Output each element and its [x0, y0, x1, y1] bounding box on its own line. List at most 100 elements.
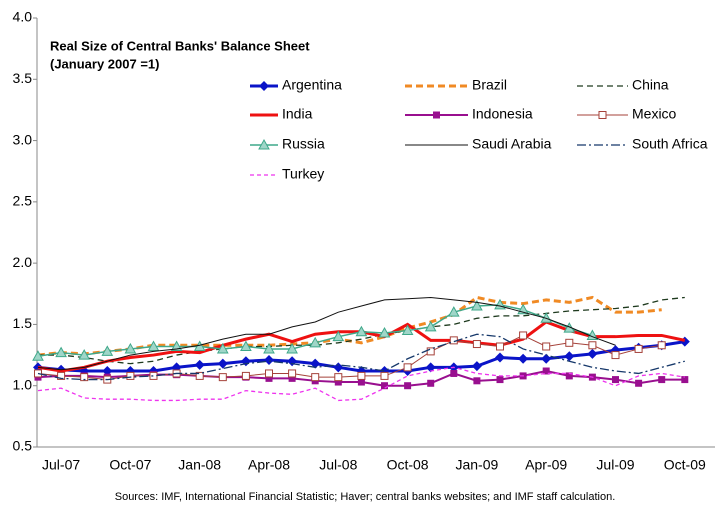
marker — [404, 382, 412, 390]
y-tick-label: 1.0 — [13, 376, 33, 392]
legend-label: South Africa — [632, 136, 708, 152]
marker — [332, 330, 345, 342]
marker — [217, 358, 228, 369]
legend-marker — [258, 138, 270, 150]
marker — [542, 342, 551, 351]
y-tick-label: 2.0 — [13, 254, 33, 270]
marker — [471, 300, 483, 311]
legend-label: Brazil — [472, 77, 507, 93]
y-tick-label: 2.5 — [13, 193, 33, 209]
marker — [403, 363, 412, 372]
marker — [80, 373, 89, 382]
y-tick-label: 1.5 — [13, 315, 33, 331]
series-line — [38, 296, 685, 365]
marker — [241, 371, 250, 380]
marker — [471, 361, 482, 372]
x-tick-label: Apr-09 — [525, 457, 567, 473]
marker — [311, 373, 320, 382]
marker — [424, 320, 437, 332]
marker — [357, 371, 366, 380]
marker — [657, 341, 666, 350]
marker — [195, 371, 204, 380]
marker — [288, 369, 297, 378]
chart-subtitle: (January 2007 =1) — [50, 56, 159, 71]
marker — [496, 342, 504, 351]
marker — [541, 353, 552, 364]
marker — [564, 351, 575, 362]
marker — [55, 346, 67, 358]
chart-title: Real Size of Central Banks' Balance Shee… — [50, 38, 310, 53]
series-line — [37, 366, 685, 402]
marker — [635, 379, 643, 387]
marker — [149, 371, 158, 380]
x-tick-label: Jul-09 — [596, 457, 634, 473]
marker — [309, 336, 322, 348]
marker — [588, 341, 597, 350]
legend-label: Saudi Arabia — [472, 136, 552, 152]
x-tick-label: Oct-07 — [109, 457, 151, 473]
marker — [218, 373, 227, 382]
marker — [495, 352, 505, 363]
x-tick-label: Jul-07 — [42, 457, 80, 473]
legend-label: Argentina — [282, 77, 342, 93]
source-note: Sources: IMF, International Financial St… — [115, 491, 616, 503]
marker — [426, 347, 435, 356]
x-tick-label: Jan-09 — [455, 457, 498, 473]
marker — [147, 340, 160, 351]
series-line — [37, 333, 685, 381]
legend-marker — [259, 81, 269, 91]
x-tick-label: Oct-08 — [387, 457, 429, 473]
legend-label: China — [632, 77, 669, 93]
y-tick-label: 3.5 — [13, 70, 33, 86]
marker — [519, 331, 528, 340]
marker — [380, 371, 389, 380]
x-tick-label: Apr-08 — [248, 457, 290, 473]
legend-label: Turkey — [282, 166, 324, 182]
legend-label: Mexico — [632, 106, 677, 122]
marker — [425, 362, 436, 373]
marker — [447, 306, 460, 317]
marker — [124, 342, 137, 354]
x-tick-label: Oct-09 — [664, 457, 706, 473]
marker — [357, 378, 365, 386]
marker — [518, 353, 529, 364]
marker — [401, 324, 414, 336]
marker — [587, 348, 598, 359]
marker — [473, 377, 481, 385]
marker — [542, 367, 550, 375]
marker — [334, 373, 343, 382]
marker — [427, 379, 435, 387]
x-tick-label: Jul-08 — [319, 457, 357, 473]
marker — [32, 350, 44, 361]
marker — [496, 376, 504, 384]
marker — [126, 371, 135, 380]
marker — [265, 369, 273, 378]
marker — [265, 374, 273, 382]
marker — [634, 344, 643, 353]
marker — [378, 326, 391, 338]
y-tick-label: 4.0 — [13, 9, 33, 25]
marker — [288, 374, 296, 382]
legend-label: India — [282, 106, 313, 122]
legend-marker — [598, 111, 607, 119]
marker — [612, 376, 619, 384]
marker — [450, 369, 458, 377]
marker — [102, 366, 113, 377]
marker — [286, 342, 298, 354]
marker — [681, 376, 689, 384]
marker — [611, 351, 620, 360]
marker — [658, 376, 666, 384]
marker — [381, 382, 388, 390]
marker — [333, 362, 344, 373]
marker — [334, 378, 342, 386]
marker — [310, 358, 321, 369]
y-tick-label: 3.0 — [13, 131, 33, 147]
x-tick-label: Jan-08 — [178, 457, 221, 473]
marker — [78, 349, 91, 360]
marker — [194, 359, 205, 370]
marker — [216, 342, 229, 354]
marker — [57, 371, 66, 380]
y-tick-label: 0.5 — [13, 438, 33, 454]
marker — [355, 325, 368, 337]
